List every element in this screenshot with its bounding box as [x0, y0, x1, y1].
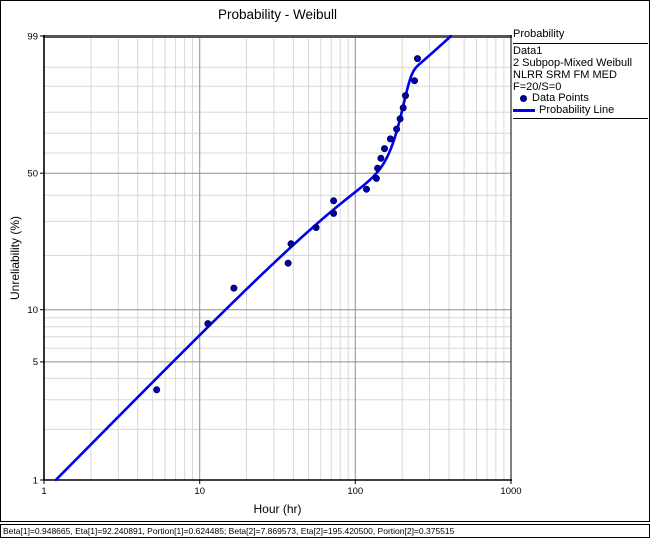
plot-frame — [43, 35, 512, 481]
data-point — [230, 284, 238, 292]
legend-model-label: 2 Subpop-Mixed Weibull — [513, 56, 633, 69]
y-tick-label: 10 — [27, 305, 38, 316]
legend-sample-label: F=20/S=0 — [513, 80, 562, 93]
axis-tick-labels: 99 50 10 5 11 10 100 1000 — [27, 31, 521, 497]
grid-major — [44, 36, 511, 480]
legend-dataset-name: Data1 — [513, 44, 543, 57]
legend-method-label: NLRR SRM FM MED — [513, 68, 617, 81]
x-tick-label: 100 — [347, 486, 363, 497]
plot-panel: Probability - Weibull 99 50 10 5 1 1 10 100 1000… — [0, 0, 650, 522]
data-point — [204, 320, 212, 328]
legend-header: Probability — [513, 28, 648, 44]
probability-line — [54, 34, 453, 482]
probability-line-marker-icon — [513, 108, 535, 112]
data-point — [363, 185, 370, 193]
legend-entry-data-points: Data Points — [513, 92, 648, 105]
status-bar: Beta[1]=0.948665, Eta[1]=92.240891, Port… — [0, 524, 650, 538]
data-point — [393, 125, 401, 133]
data-point — [402, 92, 409, 100]
data-point — [386, 135, 394, 143]
probability-plot-canvas: 99 50 10 5 11 10 100 1000 — [27, 31, 521, 497]
data-point — [287, 240, 295, 248]
x-tick-label: 10 — [194, 486, 205, 497]
data-point — [372, 174, 380, 182]
data-point — [396, 115, 404, 123]
data-point — [381, 145, 388, 153]
x-tick-label: 1 — [41, 486, 46, 497]
y-axis-title: Unreliability (%) — [8, 215, 22, 301]
data-point — [330, 197, 338, 205]
data-point — [411, 77, 418, 85]
data-point — [377, 154, 385, 162]
data-point-marker-icon — [520, 95, 527, 103]
grid-minor — [44, 36, 511, 480]
legend-panel: Probability Data1 2 Subpop-Mixed Weibull… — [513, 28, 648, 119]
data-points — [153, 55, 421, 394]
y-tick-label: 5 — [33, 357, 38, 368]
data-point — [153, 386, 161, 394]
y-tick-label: 99 — [27, 31, 38, 42]
x-tick-label: 1000 — [500, 486, 521, 497]
legend-data-points-label: Data Points — [532, 92, 589, 104]
legend-entry-probability-line: Probability Line — [513, 103, 648, 117]
data-point — [284, 259, 292, 267]
data-point — [414, 55, 421, 63]
chart-title: Probability - Weibull — [217, 7, 338, 22]
data-point — [312, 224, 320, 231]
y-tick-label: 50 — [27, 169, 38, 180]
data-point — [399, 104, 407, 112]
legend-probability-line-label: Probability Line — [539, 103, 615, 116]
data-point — [374, 164, 382, 172]
x-axis-title: Hour (hr) — [253, 502, 302, 516]
y-tick-label: 1 — [33, 475, 38, 486]
axis-ticks — [40, 35, 512, 484]
data-point — [330, 209, 338, 217]
